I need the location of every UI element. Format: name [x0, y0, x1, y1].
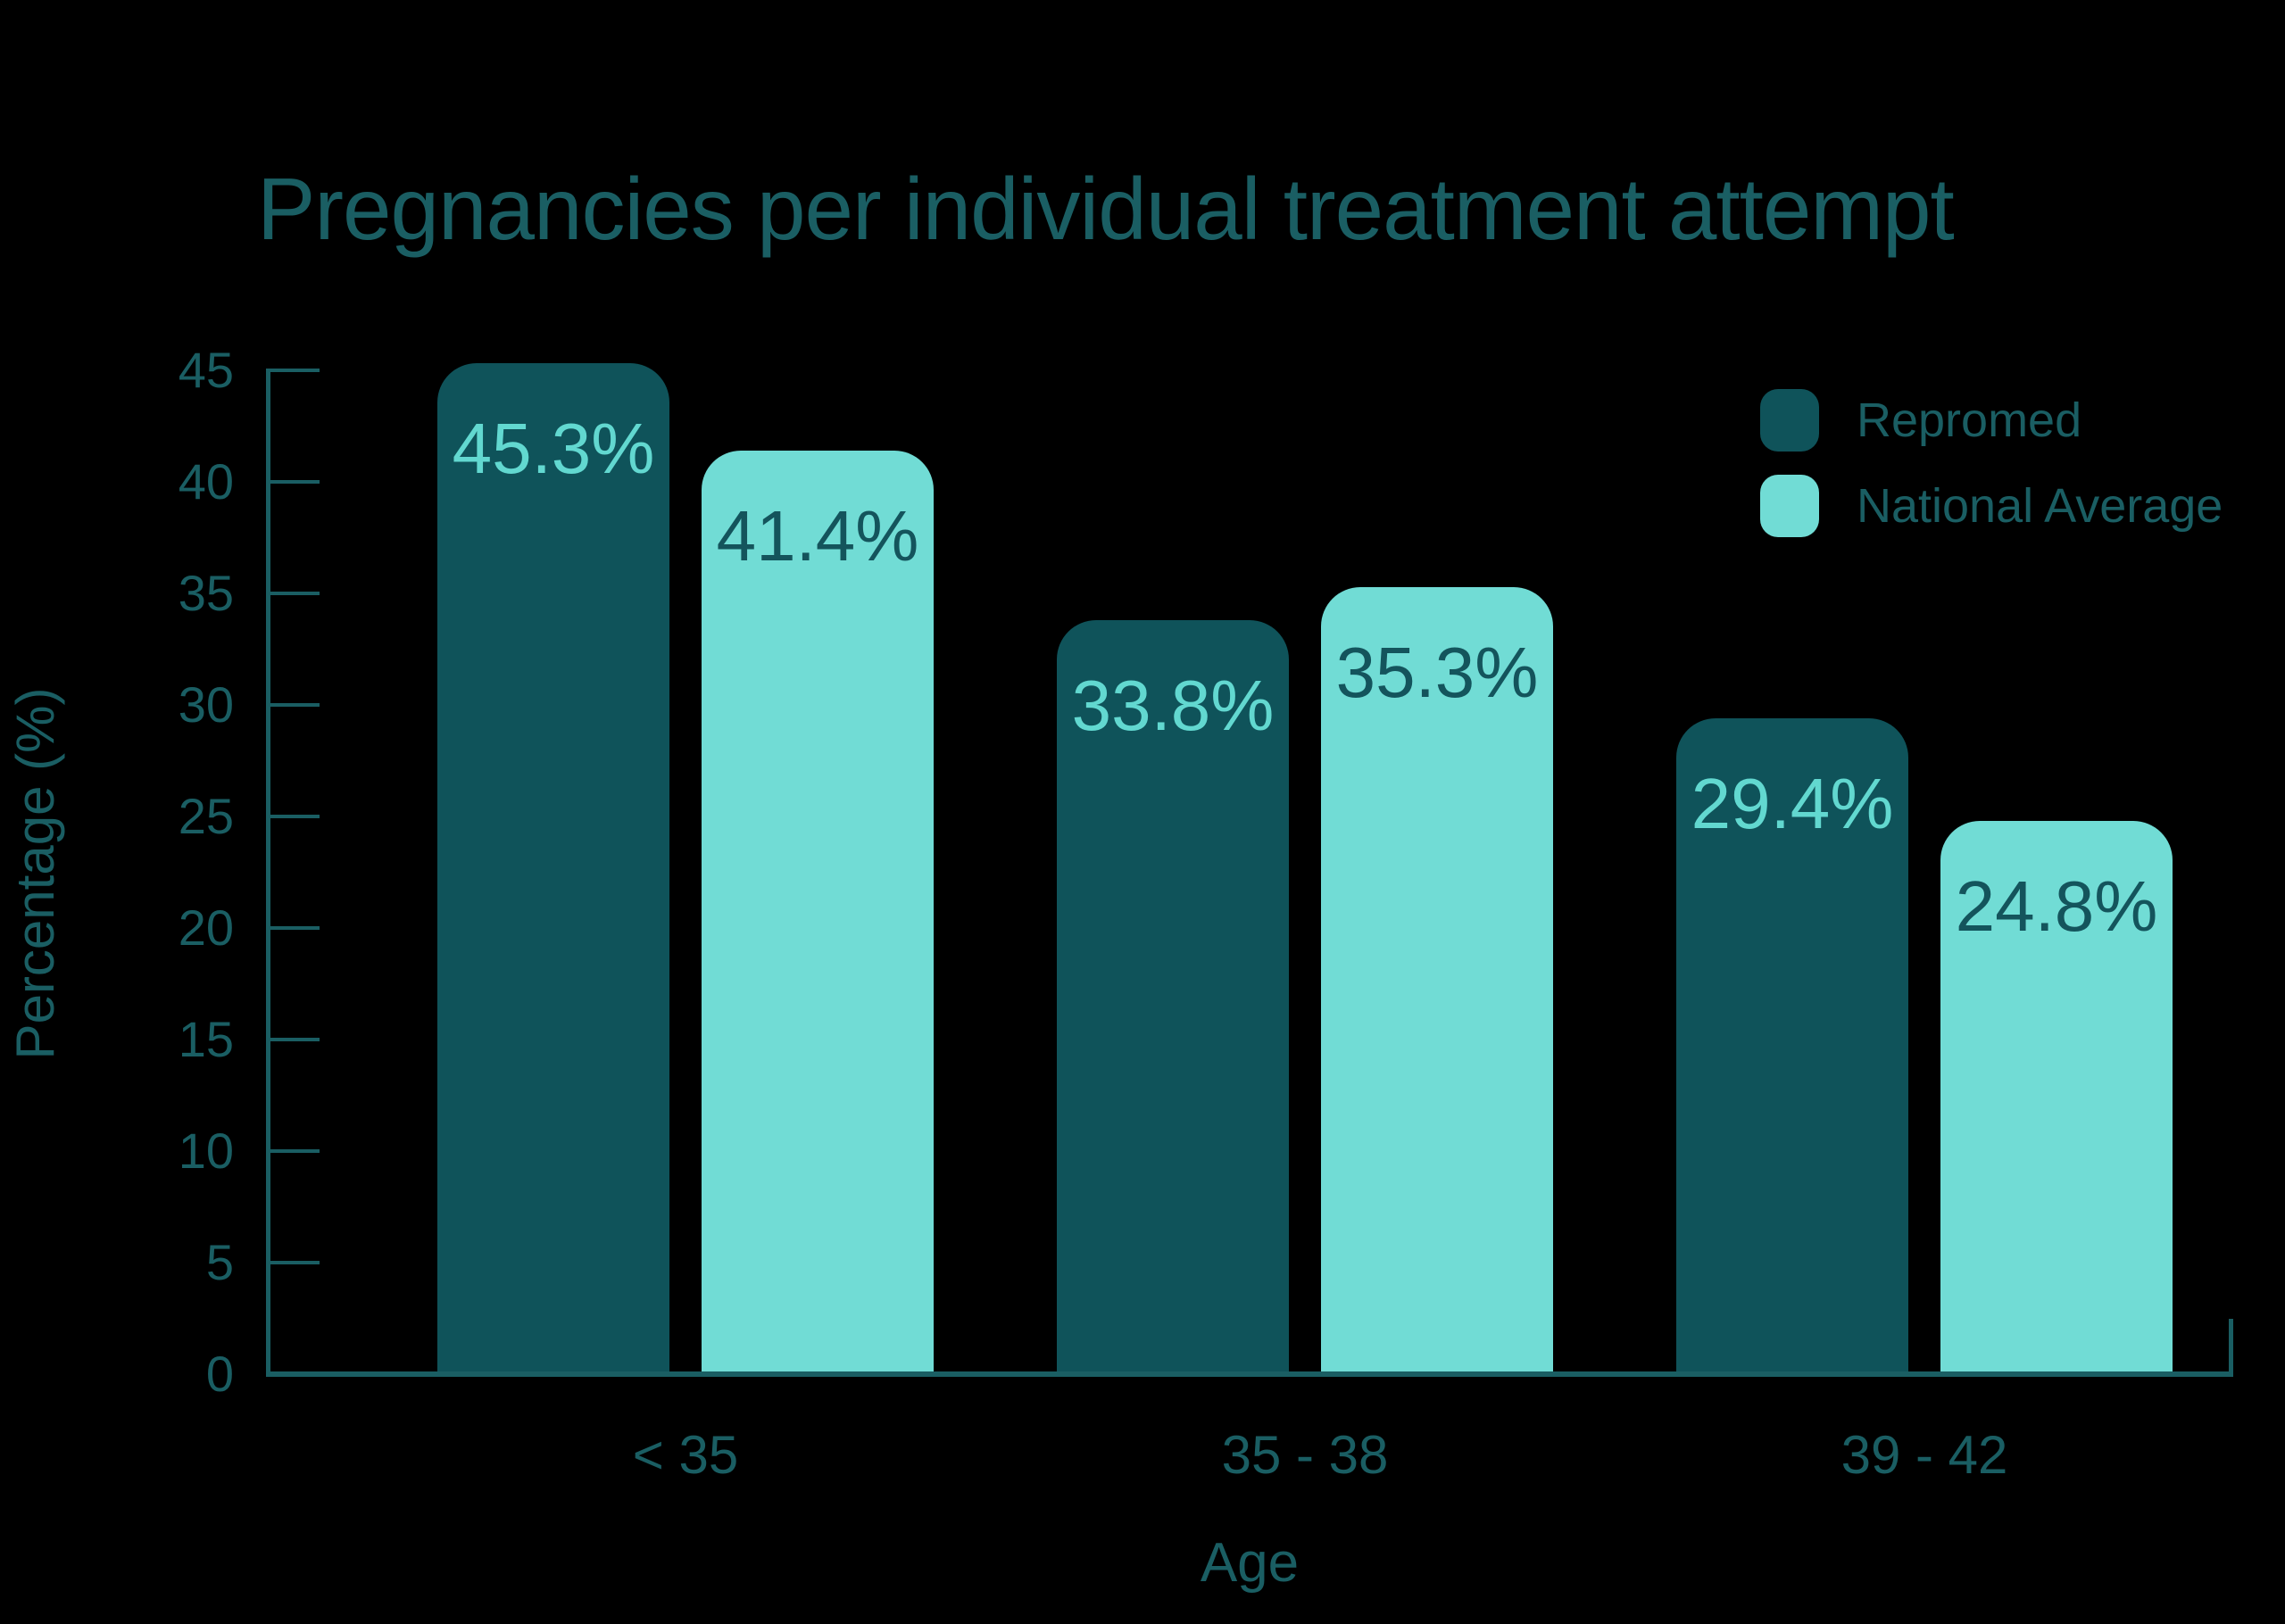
y-tick [268, 926, 320, 930]
y-tick [268, 592, 320, 595]
legend-swatch-repromed [1760, 389, 1819, 452]
y-tick [268, 480, 320, 484]
y-tick [268, 1261, 320, 1264]
y-tick-label: 10 [178, 1123, 234, 1179]
legend-label: National Average [1857, 479, 2223, 533]
y-tick [268, 703, 320, 707]
legend: Repromed National Average [1760, 389, 2223, 560]
bar-value-label: 24.8% [1955, 866, 2158, 946]
y-tick [268, 1038, 320, 1041]
y-tick-label: 40 [178, 453, 234, 510]
y-tick-label: 5 [205, 1234, 234, 1290]
x-axis-end-tick [2229, 1319, 2233, 1374]
y-tick-label: 45 [178, 342, 234, 398]
y-tick-label: 20 [178, 899, 234, 956]
x-axis-title: Age [1200, 1532, 1300, 1594]
bar-national-average-1: 35.3% [1321, 587, 1553, 1374]
x-category-label: 35 - 38 [1221, 1425, 1389, 1485]
y-tick-label: 0 [205, 1346, 234, 1402]
legend-swatch-national-average [1760, 475, 1819, 537]
y-tick-label: 30 [178, 676, 234, 733]
bar-value-label: 33.8% [1071, 666, 1275, 745]
bar-value-label: 29.4% [1691, 764, 1894, 843]
y-tick-label: 15 [178, 1011, 234, 1067]
bar-repromed-1: 33.8% [1057, 620, 1289, 1374]
x-category-label: < 35 [632, 1425, 739, 1485]
bar-national-average-0: 41.4% [702, 451, 934, 1374]
bar-national-average-2: 24.8% [1940, 821, 2173, 1374]
bar-value-label: 45.3% [452, 409, 655, 488]
y-tick-label: 25 [178, 788, 234, 844]
legend-item-national-average: National Average [1760, 475, 2223, 537]
y-tick-label: 35 [178, 565, 234, 621]
x-category-label: 39 - 42 [1840, 1425, 2008, 1485]
y-axis-line [266, 369, 270, 1377]
bar-repromed-0: 45.3% [437, 363, 669, 1374]
bar-value-label: 35.3% [1335, 633, 1539, 712]
y-tick [268, 815, 320, 818]
y-tick [268, 369, 320, 372]
x-axis-line [266, 1371, 2233, 1377]
bar-value-label: 41.4% [716, 496, 919, 576]
bar-repromed-2: 29.4% [1676, 718, 1908, 1374]
chart-title: Pregnancies per individual treatment att… [257, 160, 1955, 258]
legend-label: Repromed [1857, 394, 2082, 447]
y-tick [268, 1149, 320, 1153]
legend-item-repromed: Repromed [1760, 389, 2223, 452]
